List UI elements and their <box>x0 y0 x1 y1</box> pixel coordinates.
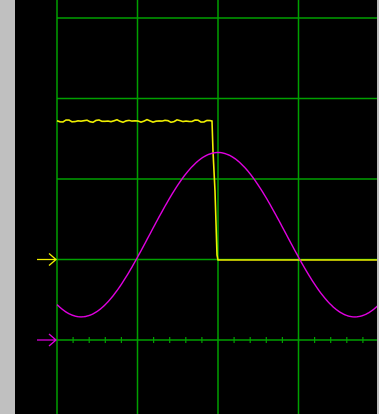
ch1-ground-marker-icon[interactable] <box>48 253 57 266</box>
ch2-sine-waveform <box>56 151 379 318</box>
right-edge-border <box>377 0 379 414</box>
ch2-ground-marker-icon[interactable] <box>48 333 57 347</box>
left-side-panel <box>0 0 15 414</box>
ch1-square-waveform <box>56 118 379 261</box>
